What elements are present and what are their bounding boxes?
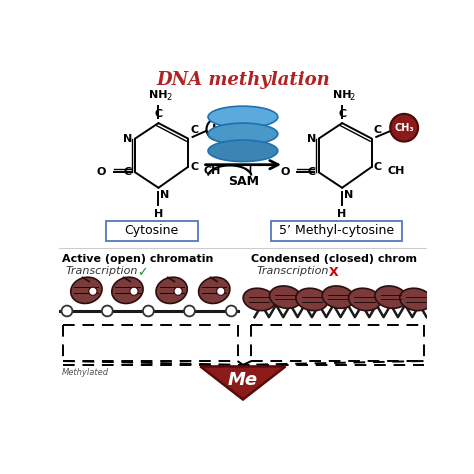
- Text: N: N: [160, 190, 169, 200]
- Text: Cytosine: Cytosine: [124, 224, 179, 237]
- Polygon shape: [201, 366, 285, 400]
- Text: NH: NH: [333, 90, 351, 100]
- Ellipse shape: [156, 277, 187, 303]
- Text: C: C: [374, 125, 382, 135]
- Text: H: H: [212, 123, 222, 136]
- Text: 2: 2: [350, 92, 355, 101]
- Ellipse shape: [208, 106, 278, 128]
- Text: DNA methylation: DNA methylation: [156, 71, 330, 89]
- Ellipse shape: [296, 288, 328, 310]
- Text: H: H: [154, 210, 163, 219]
- Text: O: O: [280, 167, 290, 177]
- Text: DNMT3B: DNMT3B: [216, 146, 270, 156]
- Text: N: N: [344, 190, 353, 200]
- Ellipse shape: [375, 286, 407, 308]
- Text: ✓: ✓: [137, 266, 147, 279]
- Text: SAM: SAM: [228, 175, 259, 188]
- Text: Condensed (closed) chrom: Condensed (closed) chrom: [251, 254, 418, 264]
- Text: Active (open) chromatin: Active (open) chromatin: [63, 254, 214, 264]
- Text: CH: CH: [387, 166, 404, 176]
- Ellipse shape: [400, 288, 432, 310]
- Ellipse shape: [322, 286, 355, 308]
- Text: C: C: [374, 162, 382, 172]
- Circle shape: [174, 287, 182, 295]
- Text: C: C: [308, 167, 316, 177]
- Text: 2: 2: [166, 92, 172, 101]
- Ellipse shape: [243, 288, 275, 310]
- Text: CH₃: CH₃: [394, 123, 414, 133]
- Text: DNMT1: DNMT1: [220, 112, 265, 122]
- Text: C: C: [190, 162, 198, 172]
- Circle shape: [226, 306, 237, 316]
- Circle shape: [217, 287, 225, 295]
- Circle shape: [62, 306, 73, 316]
- Ellipse shape: [270, 286, 301, 308]
- Text: C: C: [155, 109, 163, 119]
- Circle shape: [102, 306, 113, 316]
- Ellipse shape: [112, 277, 143, 303]
- Ellipse shape: [208, 140, 278, 162]
- Text: NH: NH: [149, 90, 168, 100]
- Text: DNMT3A: DNMT3A: [216, 129, 270, 139]
- Text: C: C: [124, 167, 132, 177]
- FancyBboxPatch shape: [106, 221, 198, 241]
- Text: Methylated: Methylated: [62, 368, 109, 377]
- Text: Transcription: Transcription: [65, 266, 138, 276]
- Text: N: N: [123, 134, 132, 144]
- Text: CH: CH: [203, 166, 221, 176]
- Text: Me: Me: [228, 372, 258, 390]
- Text: H: H: [337, 210, 347, 219]
- Text: X: X: [329, 266, 338, 279]
- Text: C: C: [190, 125, 198, 135]
- FancyBboxPatch shape: [271, 221, 402, 241]
- Text: Transcription: Transcription: [257, 266, 329, 276]
- Circle shape: [89, 287, 97, 295]
- Circle shape: [390, 114, 418, 142]
- Ellipse shape: [199, 277, 230, 303]
- Text: N: N: [307, 134, 316, 144]
- Ellipse shape: [208, 123, 278, 145]
- Text: 5’ Methyl-cytosine: 5’ Methyl-cytosine: [279, 224, 394, 237]
- Text: C: C: [338, 109, 346, 119]
- Circle shape: [143, 306, 154, 316]
- Circle shape: [130, 287, 138, 295]
- Ellipse shape: [71, 277, 102, 303]
- Text: O: O: [96, 167, 106, 177]
- Ellipse shape: [348, 288, 381, 310]
- Circle shape: [184, 306, 195, 316]
